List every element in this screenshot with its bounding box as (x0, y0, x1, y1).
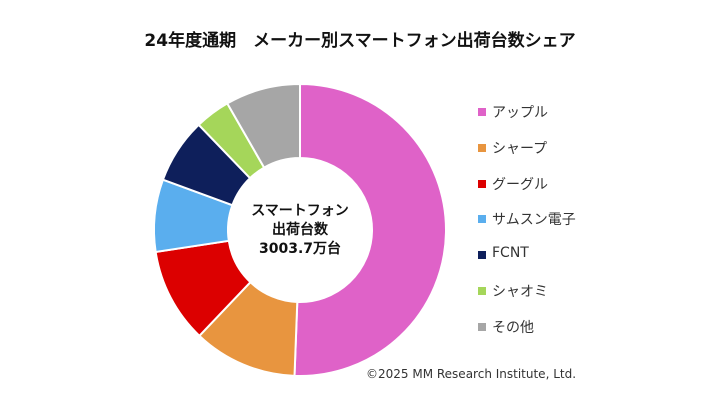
legend-swatch (478, 322, 486, 331)
slice-7 (225, 82, 301, 169)
slice-1 (293, 82, 447, 377)
center-label-total: 3003.7万台 (258, 241, 342, 257)
center-label: スマートフォン 出荷台数 3003.7万台 (230, 202, 370, 259)
center-label-line-1: スマートフォン (251, 203, 349, 219)
legend-label: FCNT (492, 245, 529, 262)
legend-item: その他 (478, 317, 576, 353)
center-label-line-2: 出荷台数 (272, 222, 328, 238)
legend-label: シャープ (492, 140, 548, 157)
legend-swatch (478, 179, 486, 188)
legend-item: FCNT (478, 245, 576, 281)
legend-label: シャオミ (492, 283, 548, 300)
legend-item: サムスン電子 (478, 209, 576, 245)
legend-swatch (478, 143, 486, 152)
legend-item: シャオミ (478, 281, 576, 317)
legend-swatch (478, 286, 486, 295)
legend-swatch (478, 215, 486, 224)
legend: アップルシャープグーグルサムスン電子 FCNT シャオミその他 (478, 102, 576, 353)
copyright: ©2025 MM Research Institute, Ltd. (366, 367, 577, 381)
legend-label: その他 (492, 319, 534, 336)
legend-item: アップル (478, 102, 576, 138)
legend-item: グーグル (478, 174, 576, 210)
legend-item: シャープ (478, 138, 576, 174)
legend-label: グーグル (492, 176, 548, 193)
legend-swatch (478, 251, 486, 260)
legend-label: サムスン電子 (492, 212, 576, 229)
legend-swatch (478, 108, 486, 116)
chart-title: 24年度通期 メーカー別スマートフォン出荷台数シェア (144, 31, 576, 51)
legend-label: アップル (492, 105, 548, 121)
